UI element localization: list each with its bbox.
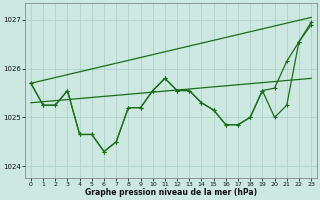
X-axis label: Graphe pression niveau de la mer (hPa): Graphe pression niveau de la mer (hPa): [85, 188, 257, 197]
